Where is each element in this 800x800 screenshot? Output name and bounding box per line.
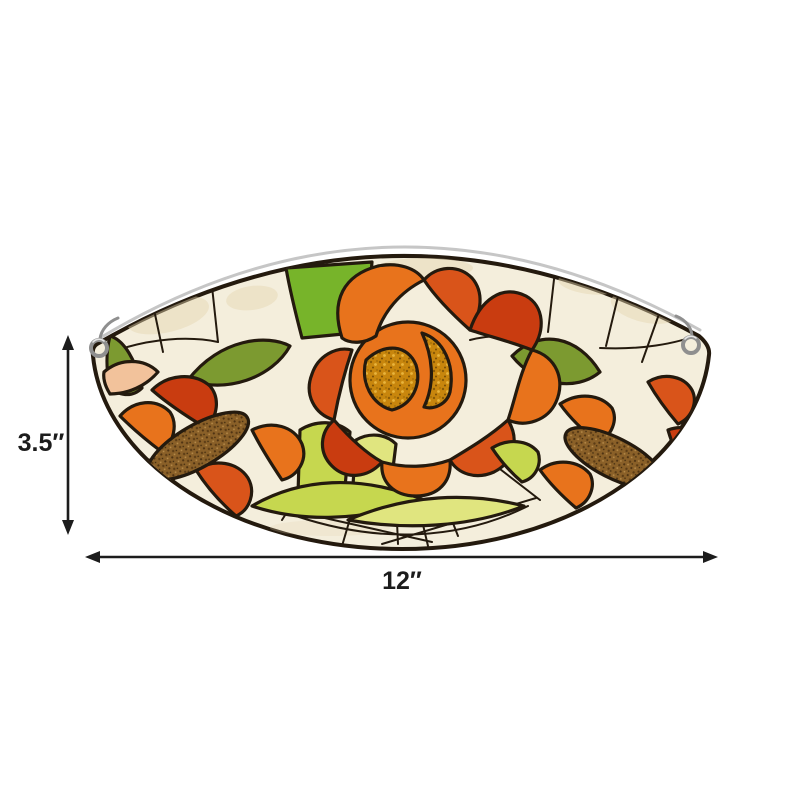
width-dimension-arrow <box>85 551 718 563</box>
flower-gold-center <box>362 331 453 412</box>
height-dimension-label: 3.5″ <box>17 429 65 457</box>
sunflower-petal <box>666 426 708 474</box>
gold-piece-right <box>420 331 453 410</box>
leaf-left-olive <box>186 338 292 387</box>
flower-petal <box>320 418 384 477</box>
flower-petal <box>506 348 562 425</box>
sunflower-petal <box>538 460 594 510</box>
sunflower-petal <box>150 375 218 430</box>
sunflower-petal <box>118 401 176 454</box>
height-dimension-arrow <box>62 335 74 535</box>
left-mounting-hook <box>89 316 120 358</box>
sunflower-petal <box>250 423 306 482</box>
center-flower <box>307 263 562 498</box>
flower-petal <box>380 458 452 498</box>
metal-rim-band <box>98 245 702 340</box>
width-dimension-label: 12″ <box>382 567 422 595</box>
sunflower-petal <box>490 440 541 484</box>
sunflower-petal <box>102 360 160 396</box>
leaf-bottom-2 <box>346 495 526 528</box>
gold-piece-left <box>362 346 420 412</box>
flower-petal <box>422 266 482 332</box>
sunflower-petal <box>649 466 700 503</box>
right-mounting-hook <box>674 314 701 355</box>
flower-petals <box>307 263 562 498</box>
flower-petal <box>468 290 543 352</box>
flower-petal <box>307 347 354 422</box>
sunflower-petal <box>194 461 254 518</box>
